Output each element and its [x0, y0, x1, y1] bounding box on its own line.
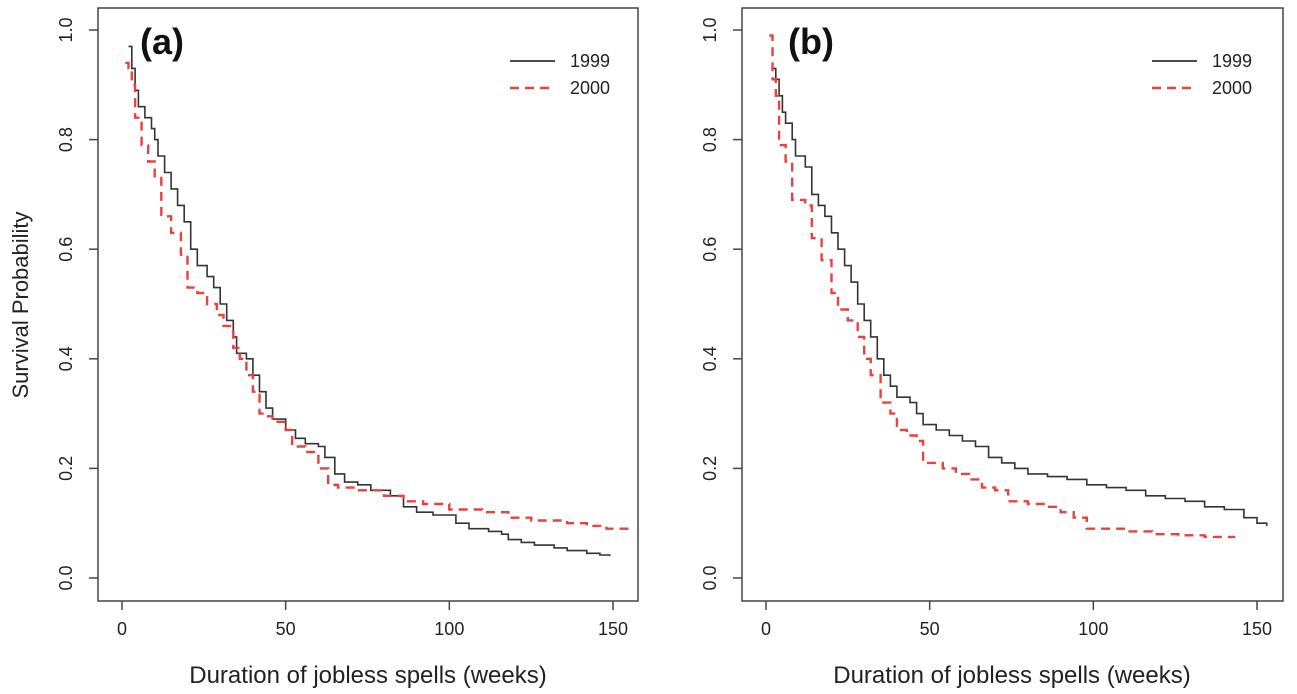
- panel-a-label: (a): [140, 21, 184, 62]
- panel-a-y-tick-label: 0.6: [56, 237, 76, 262]
- panel-a-y-ticks: 0.0 0.2 0.4 0.6 0.8 1.0: [56, 17, 98, 591]
- panel-a-frame: [97, 7, 639, 602]
- panel-b-x-tick-label: 0: [761, 619, 771, 639]
- panel-a-y-tick-label: 1.0: [56, 17, 76, 42]
- panel-b-series-1999: [772, 67, 1268, 526]
- panel-b-y-tick-label: 0.2: [700, 456, 720, 481]
- panel-b-x-tick-label: 150: [1242, 619, 1272, 639]
- panel-b-y-ticks: 0.0 0.2 0.4 0.6 0.8 1.0: [700, 17, 742, 591]
- panel-a: 0.0 0.2 0.4 0.6 0.8 1.0 0 50 100 150 (a) Duratio…: [56, 7, 639, 689]
- panel-b-y-tick-label: 1.0: [700, 17, 720, 42]
- panel-a-y-tick-label: 0.2: [56, 456, 76, 481]
- panel-a-series: [125, 45, 631, 557]
- panel-b-series: [769, 34, 1268, 539]
- panel-a-x-tick-label: 0: [117, 619, 127, 639]
- panel-b-x-axis-label: Duration of jobless spells (weeks): [833, 662, 1190, 689]
- panel-a-y-tick-label: 0.4: [56, 346, 76, 371]
- panel-a-series-1999: [128, 45, 611, 557]
- panel-b-y-tick-label: 0.0: [700, 565, 720, 590]
- panel-b-x-tick-label: 50: [920, 619, 940, 639]
- panel-b-x-tick-label: 100: [1078, 619, 1108, 639]
- panel-a-x-tick-label: 50: [276, 619, 296, 639]
- panel-b: 0.0 0.2 0.4 0.6 0.8 1.0 0 50 100 150 (b) Duratio…: [700, 7, 1284, 689]
- panel-a-legend-label-2000: 2000: [570, 78, 610, 98]
- panel-a-series-2000: [125, 61, 631, 532]
- panel-a-x-tick-label: 100: [434, 619, 464, 639]
- panel-a-x-ticks: 0 50 100 150: [117, 601, 628, 639]
- panel-a-y-tick-label: 0.8: [56, 127, 76, 152]
- panel-b-label: (b): [788, 21, 834, 62]
- panel-a-x-tick-label: 150: [598, 619, 628, 639]
- panel-b-legend: 1999 2000: [1152, 51, 1252, 98]
- panel-b-y-tick-label: 0.6: [700, 237, 720, 262]
- panel-b-series-2000: [769, 34, 1236, 539]
- panel-a-x-axis-label: Duration of jobless spells (weeks): [189, 662, 546, 689]
- panel-a-legend-label-1999: 1999: [570, 51, 610, 71]
- y-axis-label: Survival Probability: [8, 211, 33, 398]
- panel-b-frame: [741, 7, 1284, 602]
- panel-b-y-tick-label: 0.4: [700, 346, 720, 371]
- panel-a-legend: 1999 2000: [510, 51, 610, 98]
- panel-a-y-tick-label: 0.0: [56, 565, 76, 590]
- panel-b-x-ticks: 0 50 100 150: [761, 601, 1272, 639]
- panel-b-y-tick-label: 0.8: [700, 127, 720, 152]
- panel-b-legend-label-1999: 1999: [1212, 51, 1252, 71]
- panel-b-legend-label-2000: 2000: [1212, 78, 1252, 98]
